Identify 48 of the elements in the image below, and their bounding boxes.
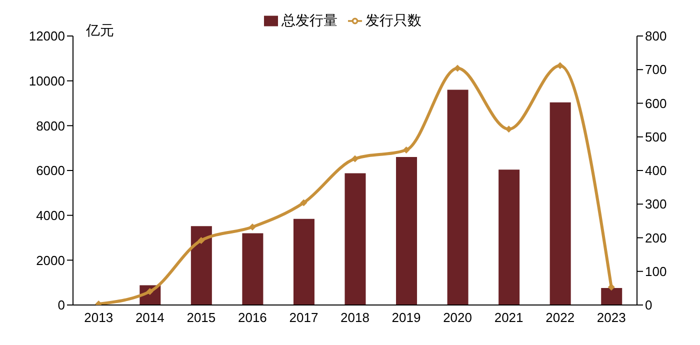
x-tick-label: 2019: [392, 310, 421, 326]
bar: [447, 90, 468, 305]
x-tick-label: 2018: [340, 310, 370, 326]
bar: [498, 170, 520, 305]
point: [198, 236, 205, 244]
legend-label: 总发行量: [282, 12, 338, 28]
y2-tick-label: 0: [645, 298, 652, 313]
y-tick-label: 8000: [36, 118, 65, 134]
y-tick-label: 0: [58, 298, 65, 313]
x-tick-label: 2013: [84, 310, 114, 326]
point: [248, 223, 256, 230]
point: [556, 62, 564, 70]
y-tick-label: 4000: [36, 208, 65, 223]
legend-label: 发行只数: [366, 12, 422, 28]
point: [352, 155, 358, 162]
bar: [190, 226, 212, 305]
bar: [550, 102, 571, 305]
y2-tick-label: 800: [645, 28, 667, 44]
x-tick-label: 2017: [289, 310, 318, 326]
bar: [601, 288, 622, 305]
point: [300, 199, 308, 206]
y-axis-title: 亿元: [86, 22, 114, 40]
y-tick-label: 12000: [28, 28, 65, 44]
x-tick-label: 2021: [494, 310, 524, 326]
x-tick-label: 2023: [596, 310, 626, 326]
y2-tick-label: 400: [645, 163, 667, 178]
point: [608, 284, 615, 291]
bar: [344, 173, 366, 305]
y-tick-label: 6000: [36, 163, 65, 178]
y2-tick-label: 500: [645, 129, 667, 144]
x-tick-label: 2014: [135, 310, 164, 326]
bar: [396, 157, 418, 305]
y2-tick-label: 600: [645, 96, 667, 111]
bar: [293, 218, 314, 305]
point: [505, 126, 512, 133]
y2-tick-label: 100: [645, 264, 667, 279]
x-tick-label: 2022: [546, 310, 575, 326]
x-tick-label: 2016: [238, 310, 267, 326]
point: [402, 146, 410, 154]
point: [454, 64, 462, 72]
y-tick-label: 10000: [28, 73, 65, 88]
bar: [242, 233, 264, 305]
x-tick-label: 2020: [443, 310, 472, 326]
y2-tick-label: 300: [645, 196, 667, 212]
y-tick-label: 2000: [36, 252, 65, 268]
x-tick-label: 2015: [186, 310, 216, 326]
y2-tick-label: 200: [645, 230, 667, 246]
y2-tick-label: 700: [645, 62, 667, 78]
